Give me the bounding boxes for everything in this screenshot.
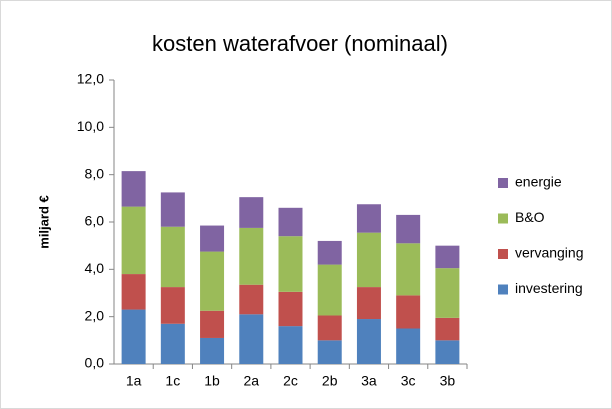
bar-segment xyxy=(121,309,146,364)
x-tick-label: 2c xyxy=(283,373,298,389)
legend-swatch xyxy=(498,249,508,259)
bar-segment xyxy=(435,268,460,318)
bar-segment xyxy=(317,340,342,364)
bar-segment xyxy=(396,295,421,329)
bar-segment xyxy=(160,192,185,227)
x-tick-label: 1b xyxy=(204,373,220,389)
bar-segment xyxy=(278,326,303,364)
bar-segment xyxy=(356,204,381,233)
bar-segment xyxy=(435,245,460,269)
bar-segment xyxy=(160,226,185,288)
x-tick-label: 3b xyxy=(440,373,456,389)
chart-title: kosten waterafvoer (nominaal) xyxy=(152,31,448,56)
bar-segment xyxy=(278,207,303,237)
legend-swatch xyxy=(498,213,508,224)
bar-segment xyxy=(239,284,264,315)
y-tick-label: 4,0 xyxy=(85,260,105,276)
y-tick-label: 2,0 xyxy=(85,307,105,323)
bar-segment xyxy=(317,315,342,341)
x-tick-label: 1a xyxy=(126,373,142,389)
x-tick-label: 3c xyxy=(401,373,416,389)
x-tick-label: 3a xyxy=(361,373,377,389)
y-tick-label: 0,0 xyxy=(85,355,105,371)
legend-swatch xyxy=(498,178,508,188)
x-tick-label: 2b xyxy=(322,373,338,389)
bar-segment xyxy=(121,171,146,207)
legend-label: investering xyxy=(515,280,583,296)
y-tick-label: 10,0 xyxy=(77,118,104,134)
bar-segment xyxy=(200,251,225,311)
bar-segment xyxy=(278,291,303,327)
bar-segment xyxy=(200,310,225,338)
bar-segment xyxy=(160,287,185,324)
x-tick-label: 1c xyxy=(165,373,180,389)
bar-segment xyxy=(317,240,342,265)
legend-swatch xyxy=(498,284,508,295)
bar-segment xyxy=(435,340,460,364)
bar-segment xyxy=(396,328,421,364)
bar-segment xyxy=(356,232,381,288)
bar-segment xyxy=(200,337,225,364)
bar-segment xyxy=(121,206,146,275)
bar-segment xyxy=(396,214,421,244)
bar-segment xyxy=(239,197,264,228)
y-tick-label: 8,0 xyxy=(85,165,105,181)
bar-segment xyxy=(278,236,303,292)
y-tick-label: 6,0 xyxy=(85,213,105,229)
bar-segment xyxy=(356,287,381,320)
y-axis-label: miljard € xyxy=(36,195,51,248)
x-tick-label: 2a xyxy=(243,373,259,389)
bar-segment xyxy=(396,243,421,296)
legend-label: vervanging xyxy=(515,245,584,261)
y-tick-label: 12,0 xyxy=(77,71,104,87)
bar-segment xyxy=(121,274,146,310)
legend-label: energie xyxy=(515,174,562,190)
bar-segment xyxy=(160,323,185,364)
bar-segment xyxy=(239,314,264,364)
legend-label: B&O xyxy=(515,209,545,225)
bar-segment xyxy=(435,317,460,341)
bar-segment xyxy=(356,319,381,364)
bar-segment xyxy=(200,225,225,252)
bar-segment xyxy=(239,227,264,285)
bar-segment xyxy=(317,264,342,316)
